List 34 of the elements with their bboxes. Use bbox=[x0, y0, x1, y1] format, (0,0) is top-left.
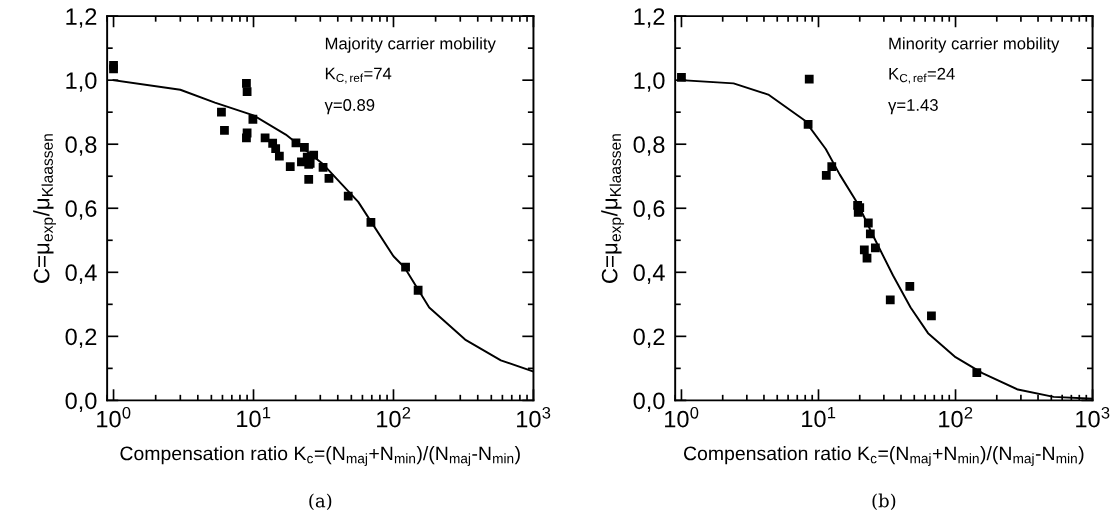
y-tick-label: 0,0 bbox=[65, 392, 97, 412]
text: (b) bbox=[872, 493, 896, 511]
y-tick-label: 0,8 bbox=[65, 136, 97, 156]
text: Compensation ratio K$_{c}$=(N$_{maj}$+N$_{min}$)/(N$_{maj}$-N$_{min}$) bbox=[120, 446, 520, 467]
y-tick-label: 0,0 bbox=[633, 392, 665, 412]
y-tick-label: 0,4 bbox=[633, 264, 665, 284]
y-tick-label: 0,6 bbox=[633, 200, 665, 220]
x-tick-label: 10$^{0}$ bbox=[665, 406, 699, 428]
annotation: Majority carrier mobility bbox=[325, 37, 496, 53]
annotation: K$_{C,ref}$=24 bbox=[889, 67, 955, 84]
y-tick-label: 0,2 bbox=[633, 328, 665, 348]
y-axis-title: C=μ$_{exp}$/μ$_{Klaassen}$ bbox=[601, 134, 625, 283]
x-tick-label: 10$^{1}$ bbox=[237, 406, 271, 428]
x-tick-label: 10$^{1}$ bbox=[802, 406, 836, 428]
annotation: γ=0.89 bbox=[324, 99, 375, 115]
x-tick-label: 10$^{3}$ bbox=[1076, 406, 1110, 428]
y-tick-label: 1,2 bbox=[634, 8, 665, 28]
y-axis-title: C=μ$_{exp}$/μ$_{Klaassen}$ bbox=[33, 134, 56, 283]
annotation: γ=1.43 bbox=[888, 99, 938, 115]
x-tick-label: 10$^{0}$ bbox=[97, 406, 131, 428]
x-tick-label: 10$^{3}$ bbox=[517, 406, 551, 428]
y-tick-label: 0,6 bbox=[65, 200, 97, 220]
y-tick-label: 0,4 bbox=[65, 264, 97, 284]
x-tick-label: 10$^{2}$ bbox=[377, 406, 411, 428]
y-tick-label: 1,0 bbox=[66, 72, 97, 92]
annotation: K$_{C,ref}$=74 bbox=[325, 67, 392, 84]
y-tick-label: 1,0 bbox=[634, 72, 665, 92]
y-tick-label: 0,8 bbox=[633, 136, 665, 156]
x-tick-label: 10$^{2}$ bbox=[939, 406, 973, 428]
y-tick-label: 0,2 bbox=[65, 328, 97, 348]
text: Compensation ratio K$_{c}$=(N$_{maj}$+N$_{min}$)/(N$_{maj}$-N$_{min}$) bbox=[684, 446, 1084, 467]
annotation: Minority carrier mobility bbox=[889, 37, 1060, 53]
y-tick-label: 1,2 bbox=[66, 8, 97, 28]
text: (a) bbox=[309, 493, 332, 511]
